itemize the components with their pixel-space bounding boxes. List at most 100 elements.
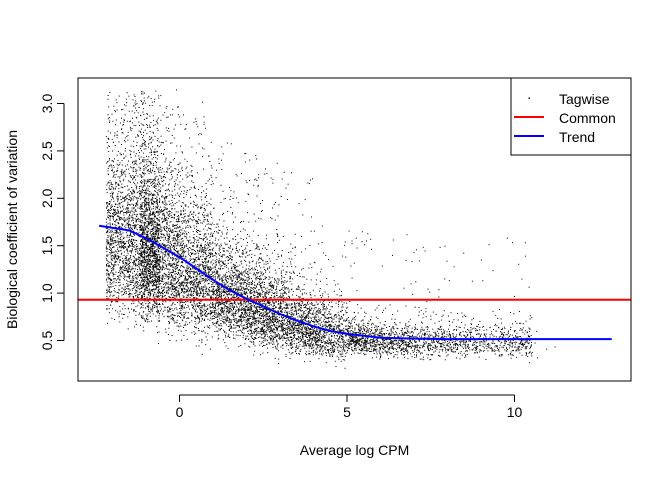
- tagwise-point: [150, 184, 152, 186]
- tagwise-point: [277, 334, 279, 336]
- tagwise-point: [202, 261, 203, 263]
- tagwise-point: [113, 192, 114, 194]
- tagwise-point: [309, 333, 311, 335]
- tagwise-point: [124, 141, 126, 143]
- tagwise-point: [221, 303, 223, 305]
- tagwise-point: [258, 319, 260, 321]
- tagwise-point: [177, 211, 179, 213]
- tagwise-point: [216, 243, 218, 245]
- tagwise-point: [136, 232, 138, 234]
- tagwise-point: [361, 241, 363, 243]
- tagwise-point: [234, 290, 235, 292]
- tagwise-point: [263, 317, 265, 319]
- tagwise-point: [260, 267, 262, 269]
- tagwise-point: [153, 182, 155, 184]
- tagwise-point: [121, 294, 123, 296]
- tagwise-point: [131, 282, 133, 283]
- tagwise-point: [125, 195, 127, 197]
- tagwise-point: [139, 131, 141, 133]
- tagwise-point: [272, 288, 274, 289]
- tagwise-point: [237, 308, 239, 310]
- tagwise-point: [269, 260, 271, 262]
- tagwise-point: [410, 335, 412, 337]
- tagwise-point: [156, 121, 158, 123]
- tagwise-point: [128, 199, 130, 200]
- tagwise-point: [258, 307, 260, 308]
- tagwise-point: [304, 306, 306, 308]
- tagwise-point: [252, 274, 254, 276]
- tagwise-point: [328, 259, 329, 261]
- tagwise-point: [229, 300, 231, 302]
- tagwise-point: [330, 306, 332, 308]
- tagwise-point: [273, 307, 275, 309]
- tagwise-point: [265, 305, 267, 307]
- tagwise-point: [426, 331, 428, 333]
- tagwise-point: [479, 336, 481, 338]
- tagwise-point: [186, 282, 188, 284]
- tagwise-point: [144, 300, 146, 302]
- tagwise-point: [190, 171, 192, 173]
- tagwise-point: [144, 224, 146, 226]
- tagwise-point: [114, 319, 115, 320]
- tagwise-point: [510, 329, 511, 330]
- tagwise-point: [328, 340, 330, 341]
- tagwise-point: [473, 337, 475, 339]
- tagwise-point: [277, 319, 279, 320]
- tagwise-point: [161, 258, 163, 260]
- tagwise-point: [393, 340, 395, 342]
- tagwise-point: [152, 247, 154, 249]
- tagwise-point: [108, 117, 110, 119]
- tagwise-point: [214, 294, 216, 295]
- tagwise-point: [185, 290, 187, 292]
- tagwise-point: [260, 285, 262, 286]
- tagwise-point: [141, 176, 142, 178]
- tagwise-point: [220, 292, 222, 294]
- tagwise-point: [179, 244, 181, 246]
- tagwise-point: [174, 234, 175, 236]
- tagwise-point: [284, 309, 286, 311]
- tagwise-point: [240, 309, 242, 311]
- tagwise-point: [237, 292, 239, 294]
- tagwise-point: [289, 327, 291, 329]
- tagwise-point: [163, 239, 165, 241]
- tagwise-point: [313, 347, 315, 349]
- tagwise-point: [123, 314, 125, 315]
- tagwise-point: [128, 216, 130, 218]
- tagwise-point: [138, 188, 140, 190]
- tagwise-point: [181, 306, 183, 308]
- tagwise-point: [178, 196, 180, 198]
- tagwise-point: [188, 287, 190, 289]
- tagwise-point: [177, 233, 178, 235]
- tagwise-point: [288, 315, 290, 317]
- tagwise-point: [169, 262, 170, 264]
- tagwise-point: [183, 275, 184, 277]
- tagwise-point: [162, 266, 164, 268]
- tagwise-point: [385, 344, 387, 346]
- tagwise-point: [251, 335, 253, 337]
- tagwise-point: [339, 330, 341, 332]
- tagwise-point: [205, 127, 206, 129]
- tagwise-point: [161, 222, 163, 224]
- tagwise-point: [187, 231, 189, 233]
- tagwise-point: [216, 291, 217, 293]
- tagwise-point: [387, 347, 389, 349]
- tagwise-point: [154, 98, 156, 100]
- tagwise-point: [134, 326, 136, 328]
- tagwise-point: [143, 172, 145, 174]
- tagwise-point: [404, 343, 406, 345]
- tagwise-point: [154, 258, 156, 260]
- tagwise-point: [418, 351, 420, 353]
- tagwise-point: [200, 264, 202, 266]
- tagwise-point: [430, 315, 432, 317]
- tagwise-point: [267, 302, 269, 303]
- tagwise-point: [284, 293, 286, 294]
- tagwise-point: [230, 274, 232, 276]
- tagwise-point: [257, 278, 259, 279]
- tagwise-point: [218, 302, 220, 304]
- tagwise-point: [307, 337, 308, 338]
- tagwise-point: [394, 335, 395, 337]
- tagwise-point: [179, 285, 181, 287]
- tagwise-point: [257, 313, 259, 315]
- tagwise-point: [253, 294, 254, 296]
- tagwise-point: [285, 343, 287, 344]
